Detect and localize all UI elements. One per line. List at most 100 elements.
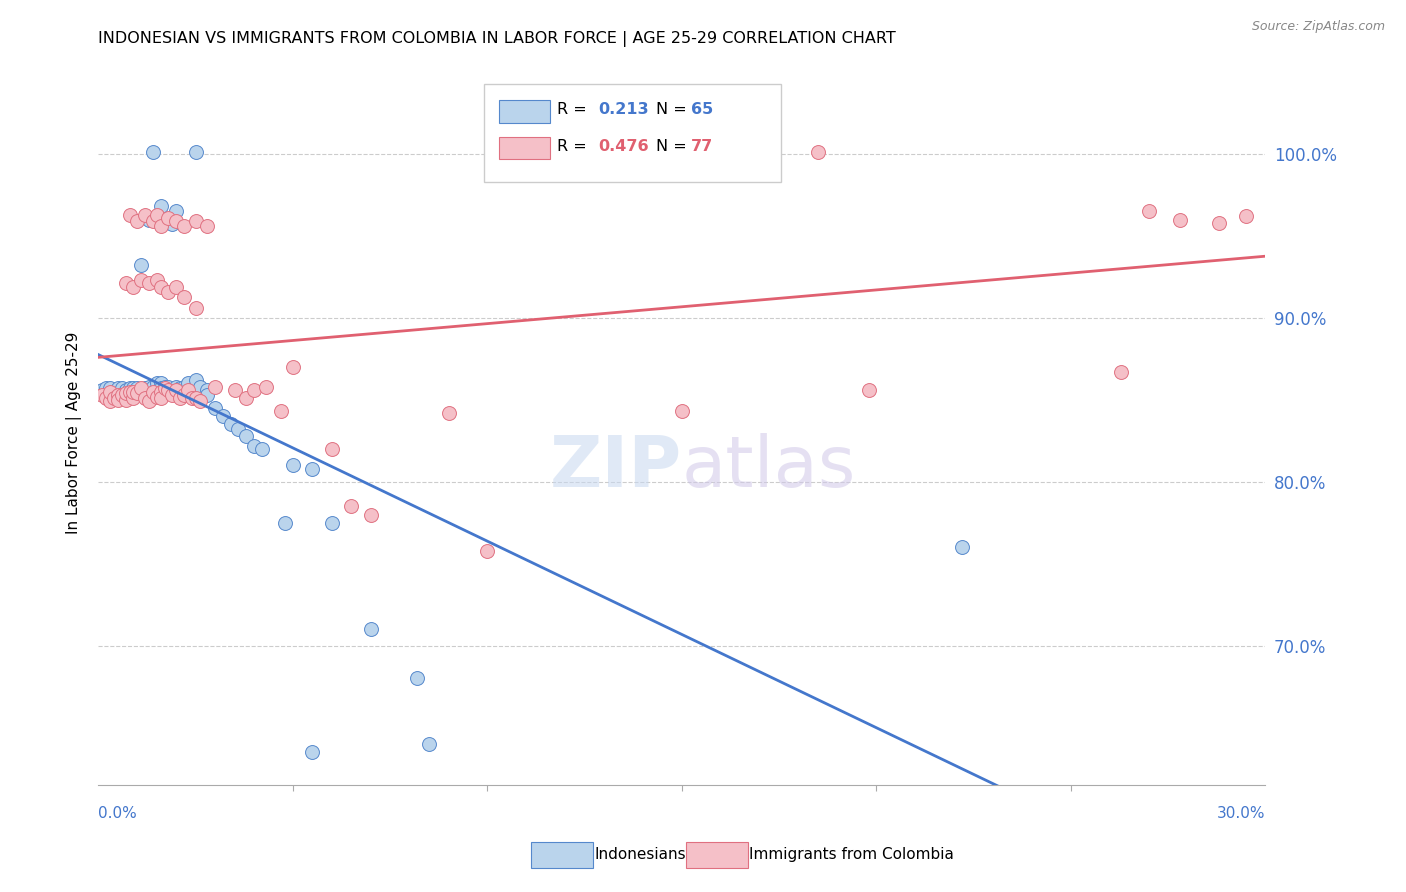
Point (122, 390, 145, 404)
Point (142, 145, 165, 160)
Point (138, 384, 160, 399)
Point (184, 214, 207, 228)
Point (1111, 365, 1133, 379)
Text: atlas: atlas (682, 434, 856, 502)
Point (173, 388, 195, 402)
Point (184, 301, 207, 315)
Point (1137, 204, 1160, 219)
Text: Immigrants from Colombia: Immigrants from Colombia (749, 847, 955, 862)
Point (149, 381, 172, 395)
Point (142, 214, 165, 228)
Point (1234, 209, 1257, 223)
Point (127, 214, 149, 228)
Point (195, 383, 218, 397)
Point (138, 277, 160, 291)
Point (111, 381, 134, 395)
Point (149, 391, 172, 405)
Point (243, 439, 266, 453)
Point (91, 388, 114, 402)
Point (165, 279, 187, 293)
Point (184, 373, 207, 387)
Point (162, 218, 184, 232)
Point (406, 672, 429, 686)
Point (235, 429, 257, 443)
Point (250, 442, 273, 456)
Text: R =: R = (557, 139, 592, 154)
Point (98, 384, 121, 399)
Point (184, 145, 207, 160)
Point (146, 384, 169, 399)
Text: ZIP: ZIP (550, 434, 682, 502)
Point (153, 380, 176, 394)
Point (321, 442, 343, 456)
Point (188, 394, 211, 409)
Point (162, 388, 184, 402)
Point (91, 383, 114, 397)
Point (118, 381, 141, 395)
Point (752, 145, 775, 160)
Point (195, 219, 218, 234)
Point (281, 360, 304, 375)
Point (107, 388, 129, 402)
Point (204, 380, 226, 394)
Point (142, 380, 165, 394)
Point (146, 390, 169, 404)
Point (437, 406, 460, 420)
Point (204, 401, 226, 415)
Point (129, 259, 152, 273)
Point (114, 386, 136, 401)
Text: INDONESIAN VS IMMIGRANTS FROM COLOMBIA IN LABOR FORCE | AGE 25-29 CORRELATION CH: INDONESIAN VS IMMIGRANTS FROM COLOMBIA I… (98, 31, 896, 47)
Point (129, 383, 152, 397)
Point (107, 381, 129, 395)
Point (671, 404, 693, 418)
Point (169, 391, 191, 405)
Point (122, 384, 145, 399)
Point (418, 737, 440, 751)
Point (1208, 216, 1230, 230)
Point (301, 745, 323, 759)
Text: N =: N = (657, 139, 692, 154)
Point (149, 219, 172, 234)
Point (98, 394, 121, 409)
Point (157, 380, 180, 394)
Point (122, 279, 145, 293)
Point (118, 208, 141, 222)
Point (173, 386, 195, 401)
Point (180, 391, 202, 405)
Point (270, 404, 292, 418)
Text: N =: N = (657, 103, 692, 118)
Point (138, 212, 160, 227)
Point (96, 381, 118, 395)
Point (114, 277, 136, 291)
Point (477, 543, 499, 558)
Point (149, 199, 172, 213)
Point (228, 422, 250, 436)
Text: 0.0%: 0.0% (98, 806, 138, 822)
Point (122, 391, 145, 405)
Point (98, 381, 121, 395)
Point (301, 461, 323, 475)
Point (165, 380, 187, 394)
Point (807, 145, 830, 160)
Point (235, 391, 257, 405)
Point (321, 516, 343, 530)
Point (146, 273, 169, 287)
Point (118, 384, 141, 399)
Point (169, 381, 191, 395)
Point (127, 386, 149, 401)
Point (1168, 212, 1191, 227)
Point (254, 380, 277, 394)
Point (146, 376, 169, 391)
Point (950, 541, 973, 555)
Text: 0.476: 0.476 (598, 139, 648, 154)
Point (127, 386, 149, 401)
Point (149, 384, 172, 399)
Point (157, 211, 180, 225)
FancyBboxPatch shape (499, 100, 550, 122)
Point (142, 384, 165, 399)
Point (107, 392, 129, 407)
Point (165, 204, 187, 219)
Point (96, 391, 118, 405)
Point (162, 384, 184, 399)
Point (138, 380, 160, 394)
